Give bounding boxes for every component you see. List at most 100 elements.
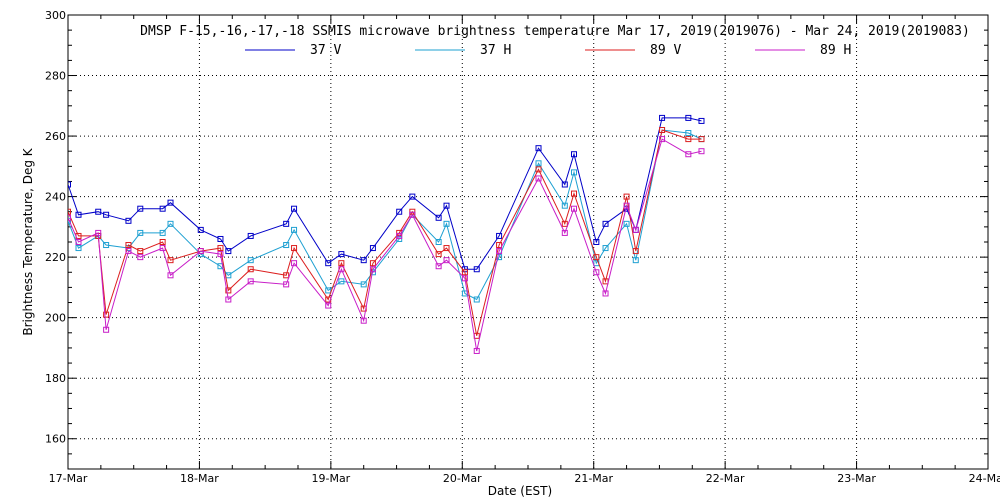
data-point-89-v	[623, 193, 630, 200]
y-tick-label: 240	[45, 191, 66, 204]
data-point-37-v	[68, 181, 71, 188]
y-axis-label: Brightness Temperature, Deg K	[21, 147, 35, 335]
data-point-37-h	[247, 257, 254, 264]
data-point-37-h	[443, 220, 450, 227]
data-point-37-v	[95, 208, 102, 215]
data-point-89-v	[593, 254, 600, 261]
data-point-89-h	[623, 202, 630, 209]
data-point-37-v	[698, 117, 705, 124]
legend-label-89-h: 89 H	[820, 43, 851, 58]
data-point-37-v	[369, 245, 376, 252]
data-point-89-v	[685, 136, 692, 143]
legend-label-37-v: 37 V	[310, 43, 341, 58]
tick-labels: 160 180 200 220 240 260 280 300 17-Mar 18-Mar 19-M…	[45, 9, 1000, 485]
plot-frame	[67, 14, 989, 470]
data-point-89-v	[571, 190, 577, 197]
data-point-89-h	[535, 175, 542, 182]
data-point-89-h	[159, 245, 166, 252]
x-tick-label: 17-Mar	[49, 472, 88, 485]
data-point-89-v	[68, 208, 71, 215]
data-point-89-h	[561, 229, 568, 236]
data-point-37-v	[283, 220, 290, 227]
data-point-89-h	[571, 205, 577, 212]
data-point-89-v	[103, 311, 110, 318]
data-point-89-h	[473, 347, 480, 354]
legend-label-89-v: 89 V	[650, 43, 681, 58]
data-point-37-h	[325, 287, 332, 294]
legend: 37 V 37 H 89 V 89 H	[245, 43, 851, 58]
data-point-37-v	[325, 260, 332, 267]
data-point-89-h	[167, 272, 174, 279]
data-point-37-v	[561, 181, 568, 188]
data-point-37-h	[75, 245, 82, 252]
x-tick-label: 21-Mar	[574, 472, 613, 485]
data-point-89-v	[443, 245, 450, 252]
data-point-89-h	[396, 232, 403, 239]
data-point-37-v	[571, 151, 577, 158]
y-tick-label: 160	[45, 433, 66, 446]
data-point-37-h	[473, 296, 480, 303]
data-point-37-v	[435, 214, 442, 221]
x-tick-label: 19-Mar	[311, 472, 350, 485]
data-point-89-h	[75, 239, 82, 245]
data-point-37-v	[125, 217, 132, 224]
data-point-37-v	[217, 235, 224, 242]
data-point-89-h	[685, 151, 692, 158]
data-point-89-v	[435, 251, 442, 258]
data-point-37-h	[167, 220, 174, 227]
grid-lines	[68, 15, 988, 469]
data-point-37-h	[103, 242, 110, 249]
data-point-89-h	[435, 263, 442, 270]
data-point-89-v	[291, 245, 298, 252]
data-point-89-h	[360, 317, 367, 324]
data-point-89-h	[137, 254, 144, 261]
data-point-37-h	[137, 229, 144, 236]
data-point-37-h	[291, 226, 298, 233]
y-tick-label: 220	[45, 251, 66, 264]
data-point-89-v	[632, 248, 639, 255]
axes	[67, 14, 989, 470]
chart-title: DMSP F-15,-16,-17,-18 SSMIS microwave br…	[140, 24, 970, 39]
data-point-89-h	[602, 290, 609, 297]
data-point-89-h	[225, 296, 232, 303]
data-point-89-v	[338, 260, 345, 267]
data-point-89-v	[561, 220, 568, 227]
data-point-89-h	[125, 248, 132, 255]
y-tick-label: 180	[45, 372, 66, 385]
x-tick-label: 18-Mar	[180, 472, 219, 485]
data-point-89-v	[535, 166, 542, 173]
data-point-89-h	[291, 260, 298, 267]
data-point-89-h	[698, 148, 705, 155]
x-tick-label: 24-Mar	[969, 472, 1000, 485]
y-tick-label: 300	[45, 9, 66, 22]
legend-label-37-h: 37 H	[480, 43, 511, 58]
data-point-37-h	[159, 229, 166, 236]
data-point-37-h	[338, 278, 345, 285]
data-point-37-h	[571, 169, 577, 176]
data-point-89-h	[95, 229, 102, 236]
x-tick-label: 20-Mar	[443, 472, 482, 485]
y-tick-label: 260	[45, 130, 66, 143]
x-tick-label: 23-Mar	[837, 472, 876, 485]
data-point-37-v	[167, 199, 174, 206]
data-point-37-v	[225, 248, 232, 255]
series-line-37-v	[68, 117, 702, 270]
data-point-37-v	[197, 226, 204, 233]
data-point-89-h	[325, 302, 332, 309]
data-point-37-v	[159, 205, 166, 212]
data-point-89-v	[125, 242, 132, 249]
data-point-89-h	[68, 214, 71, 221]
data-point-37-v	[396, 208, 403, 215]
data-point-89-h	[217, 251, 224, 258]
data-point-89-h	[369, 266, 376, 273]
x-tick-label: 22-Mar	[706, 472, 745, 485]
data-point-37-v	[360, 257, 367, 264]
series-line-37-h	[68, 129, 702, 301]
data-point-37-v	[496, 232, 503, 239]
data-point-89-v	[659, 127, 666, 134]
data-point-89-v	[496, 242, 503, 249]
data-point-37-v	[137, 205, 144, 212]
data-point-89-h	[409, 211, 416, 218]
data-point-89-h	[443, 257, 450, 264]
data-point-89-v	[698, 136, 705, 143]
